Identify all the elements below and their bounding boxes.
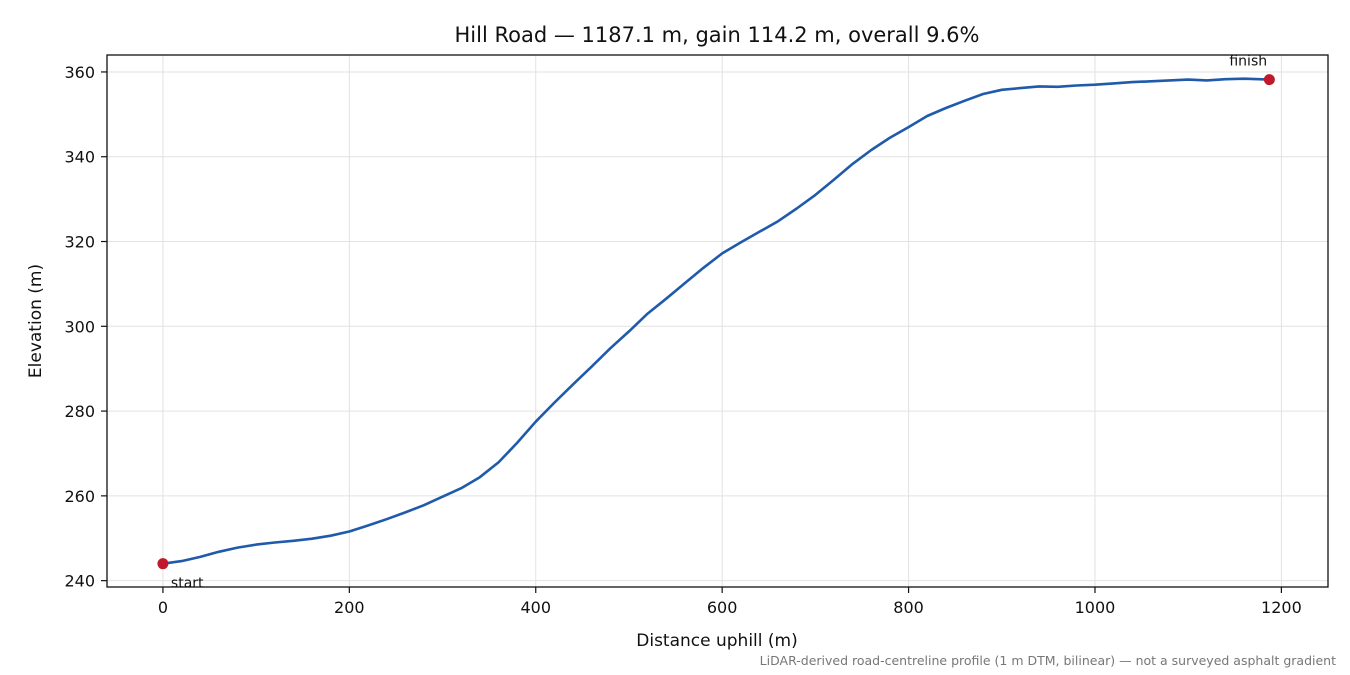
x-axis-label: Distance uphill (m) — [636, 631, 797, 651]
x-tick-label: 1000 — [1075, 598, 1116, 617]
chart-title: Hill Road — 1187.1 m, gain 114.2 m, over… — [455, 23, 980, 47]
y-tick-label: 340 — [64, 148, 95, 167]
y-tick-label: 300 — [64, 317, 95, 336]
finish-marker — [1263, 74, 1275, 86]
x-tick-label: 0 — [158, 598, 168, 617]
grid-lines — [107, 55, 1328, 587]
y-tick-label: 320 — [64, 233, 95, 252]
elevation-line — [162, 77, 1270, 565]
finish-label: finish — [1229, 54, 1267, 70]
start-label: start — [171, 576, 204, 592]
y-axis-ticks: 240 260 280 300 320 340 360 — [64, 63, 107, 591]
x-tick-label: 200 — [334, 598, 365, 617]
y-tick-label: 240 — [64, 572, 95, 591]
y-tick-label: 260 — [64, 487, 95, 506]
x-tick-label: 800 — [893, 598, 924, 617]
x-tick-label: 1200 — [1261, 598, 1302, 617]
x-axis-ticks: 0 200 400 600 800 1000 1200 — [158, 587, 1302, 617]
y-tick-label: 360 — [64, 63, 95, 82]
endpoint-markers: start finish — [157, 54, 1275, 592]
y-axis-label: Elevation (m) — [26, 264, 46, 378]
start-marker — [157, 558, 169, 570]
x-tick-label: 600 — [707, 598, 738, 617]
plot-frame — [106, 54, 1329, 588]
y-tick-label: 280 — [64, 402, 95, 421]
chart-footnote: LiDAR-derived road-centreline profile (1… — [760, 653, 1336, 668]
x-tick-label: 400 — [520, 598, 551, 617]
